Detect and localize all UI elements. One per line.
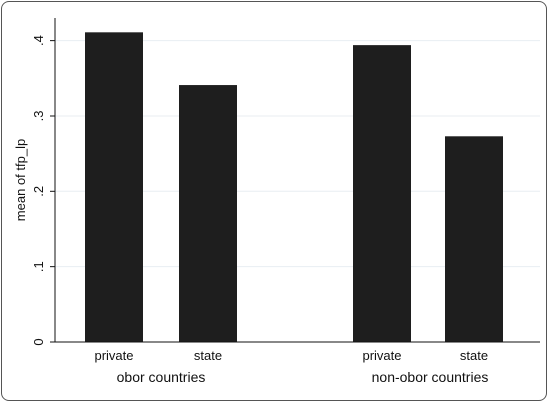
y-axis-label: mean of tfp_lp — [13, 139, 28, 221]
bar-0-1 — [179, 85, 237, 343]
bars — [85, 32, 503, 343]
category-label-0-1: state — [194, 348, 222, 363]
category-label-1-0: private — [362, 348, 401, 363]
group-label-0: obor countries — [117, 369, 206, 385]
category-label-1-1: state — [460, 348, 488, 363]
bar-chart: mean of tfp_lp 0 .1 .2 .3 .4 private state obo… — [13, 18, 540, 385]
y-tick-label-3: .3 — [31, 111, 46, 122]
y-ticks: 0 .1 .2 .3 .4 — [31, 35, 55, 346]
category-label-0-0: private — [94, 348, 133, 363]
group-label-1: non-obor countries — [372, 369, 489, 385]
y-tick-label-4: .4 — [31, 35, 46, 46]
x-labels: private state obor countries private state no… — [94, 348, 488, 385]
bar-1-0 — [353, 45, 411, 342]
y-tick-label-2: .2 — [31, 186, 46, 197]
y-tick-label-0: 0 — [31, 338, 46, 345]
axes — [54, 18, 540, 343]
bar-0-0 — [85, 32, 143, 342]
y-tick-label-1: .1 — [31, 261, 46, 272]
bar-1-1 — [445, 136, 503, 342]
